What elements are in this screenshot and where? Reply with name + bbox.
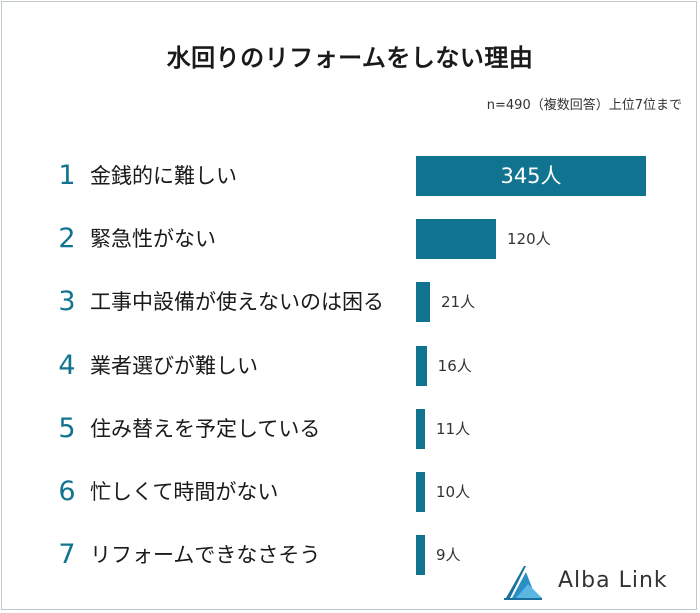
bar xyxy=(416,219,496,260)
chart-row: 5 住み替えを予定している 11人 xyxy=(0,408,700,449)
rank-number: 7 xyxy=(58,539,76,571)
rank-number: 2 xyxy=(58,223,76,255)
bar xyxy=(416,282,430,323)
bar-value-label: 16人 xyxy=(437,356,472,375)
bar-value-label: 11人 xyxy=(436,419,471,438)
category-label: 住み替えを予定している xyxy=(90,416,321,441)
chart-subtitle: n=490（複数回答）上位7位まで xyxy=(486,98,682,113)
bar-value-label: 9人 xyxy=(436,546,461,565)
bar xyxy=(416,345,427,386)
bar xyxy=(416,472,425,512)
rank-number: 3 xyxy=(58,286,76,318)
bar xyxy=(416,408,425,449)
brand-name: Alba Link xyxy=(558,568,668,593)
chart-title: 水回りのリフォームをしない理由 xyxy=(166,44,534,72)
bar xyxy=(416,156,646,196)
chart-row: 4 業者選びが難しい 16人 xyxy=(0,345,700,386)
category-label: 工事中設備が使えないのは困る xyxy=(90,290,384,315)
rank-number: 1 xyxy=(58,160,76,191)
bar-value-label: 345人 xyxy=(500,164,562,188)
alba-link-logo-icon xyxy=(504,566,542,600)
bar xyxy=(416,535,425,576)
chart-row: 6 忙しくて時間がない 10人 xyxy=(0,472,700,512)
category-label: 業者選びが難しい xyxy=(90,353,258,378)
chart-row: 3 工事中設備が使えないのは困る 21人 xyxy=(0,282,700,323)
rank-number: 5 xyxy=(58,412,76,444)
bar-value-label: 120人 xyxy=(507,230,551,249)
category-label: 金銭的に難しい xyxy=(90,164,237,188)
chart-row: 2 緊急性がない 120人 xyxy=(0,219,700,260)
chart-row: 1 金銭的に難しい 345人 xyxy=(0,156,700,196)
category-label: 忙しくて時間がない xyxy=(90,480,279,504)
chart-row: 7 リフォームできなさそう 9人 xyxy=(0,535,700,576)
bar-value-label: 10人 xyxy=(436,483,471,501)
rank-number: 4 xyxy=(58,349,76,381)
rank-number: 6 xyxy=(58,476,76,507)
bar-value-label: 21人 xyxy=(441,293,476,312)
category-label: 緊急性がない xyxy=(90,227,216,252)
category-label: リフォームできなさそう xyxy=(90,543,321,568)
